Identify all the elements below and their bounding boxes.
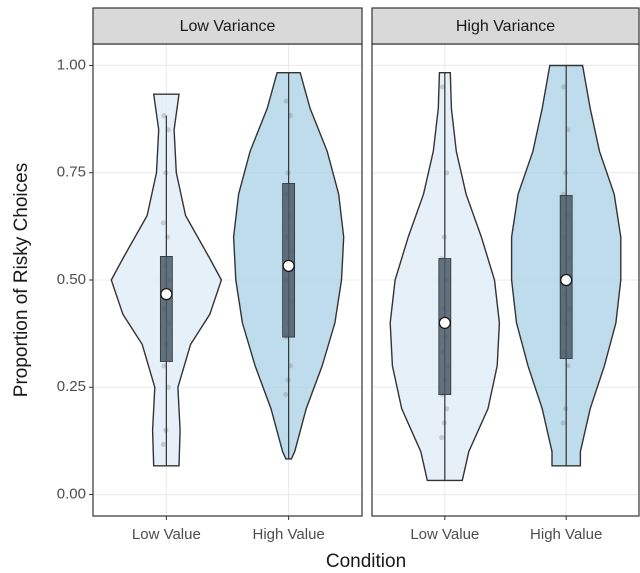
x-tick-label: Low Value [132,526,201,543]
data-point [161,363,167,369]
y-tick-label: 0.00 [57,486,86,503]
median-point [282,259,295,272]
data-point [283,98,289,104]
y-tick-label: 0.75 [57,164,86,181]
median-point [438,316,451,330]
x-tick-label: Low Value [410,526,479,543]
y-tick-label: 0.25 [57,378,86,395]
x-axis-title: Condition [326,551,406,572]
data-point [161,113,167,119]
box [159,255,173,362]
data-point [160,220,166,226]
x-tick-label: High Value [252,526,324,543]
y-axis-title: Proportion of Risky Choices [11,163,32,397]
data-point [283,391,289,398]
data-point [561,84,567,90]
data-point [439,84,446,90]
data-point [560,420,566,426]
y-tick-label: 1.00 [57,56,86,73]
x-tick-label: High Value [530,526,602,543]
strip [92,7,363,45]
strip-label: High Variance [456,18,555,35]
y-tick-label: 0.50 [57,271,86,288]
data-point [164,234,171,240]
data-point [160,441,166,447]
data-point [439,434,445,441]
median-point [560,273,573,287]
median-point [160,288,173,301]
strip-label: Low Variance [180,18,276,35]
strip [371,7,640,45]
